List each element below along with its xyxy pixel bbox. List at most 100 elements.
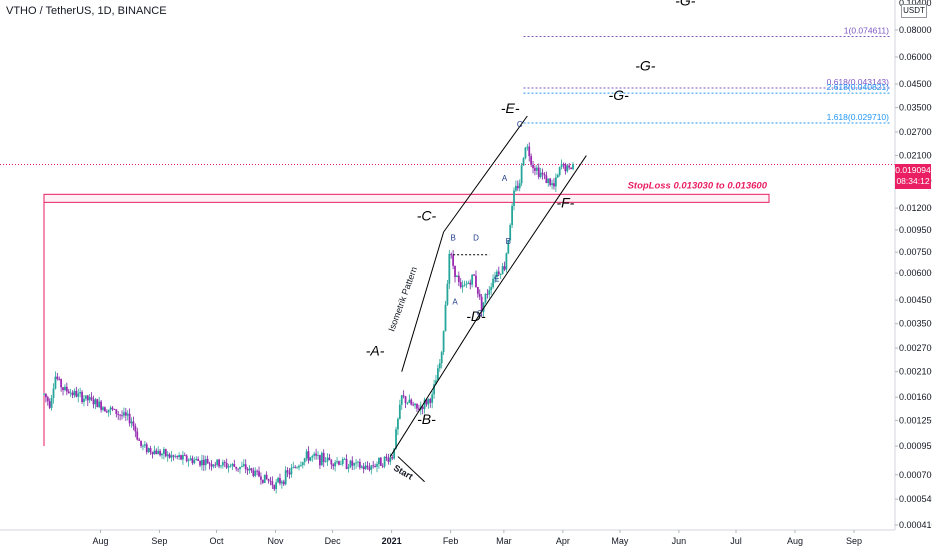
- candle-body: [48, 401, 51, 408]
- candle-body: [98, 401, 101, 408]
- candle-body: [157, 450, 160, 455]
- candle-body: [202, 459, 205, 466]
- candle-body: [397, 418, 399, 430]
- candle-body: [244, 464, 247, 470]
- candle-body: [532, 164, 534, 169]
- sub-label: A: [502, 174, 508, 183]
- candle-body: [429, 399, 432, 403]
- candle-body: [147, 448, 150, 453]
- time-tick-label: Dec: [325, 536, 342, 546]
- candle-body: [463, 284, 466, 286]
- candle-body: [448, 253, 451, 284]
- candle-body: [406, 402, 409, 404]
- candle-body: [123, 412, 125, 416]
- candle-body: [524, 147, 527, 159]
- wave-label: -C-: [417, 208, 437, 224]
- candle-body: [457, 275, 460, 283]
- candle-body: [503, 266, 506, 270]
- symbol-title: VTHO / TetherUS, 1D, BINANCE: [6, 5, 167, 17]
- candle-body: [423, 399, 426, 409]
- candle-body: [86, 395, 89, 401]
- candle-body: [201, 459, 203, 466]
- candle-body: [178, 455, 181, 458]
- candle-body: [269, 480, 272, 482]
- candle-body: [60, 379, 63, 388]
- wave-label: -G-: [635, 57, 656, 73]
- candle-body: [511, 205, 514, 226]
- candle-body: [240, 465, 243, 467]
- candle-body: [284, 470, 287, 485]
- time-tick-label: Sep: [151, 536, 167, 546]
- candle-body: [170, 455, 173, 458]
- candle-body: [328, 457, 331, 460]
- candle-body: [393, 448, 396, 459]
- candle-body: [383, 456, 386, 467]
- candle-body: [115, 409, 118, 415]
- candle-body: [553, 183, 555, 187]
- time-tick-label: Jun: [672, 536, 687, 546]
- candle-body: [168, 454, 171, 458]
- candle-body: [62, 387, 64, 391]
- candle-body: [440, 352, 443, 364]
- channel-upper-2: [443, 115, 528, 233]
- channel-upper-1: [401, 231, 445, 372]
- sub-label: B: [450, 233, 455, 242]
- candle-body: [330, 459, 333, 465]
- candle-body: [75, 390, 78, 397]
- candle-body: [286, 470, 289, 473]
- candle-body: [347, 467, 350, 469]
- candle-body: [336, 461, 338, 463]
- candle-body: [124, 412, 127, 416]
- candle-body: [159, 450, 161, 456]
- axis-unit[interactable]: USDT: [901, 4, 927, 18]
- candle-body: [412, 404, 415, 406]
- candle-body: [456, 275, 458, 278]
- candle-body: [218, 459, 220, 467]
- candle-body: [140, 440, 142, 446]
- candle-body: [528, 146, 531, 157]
- wave-label: -B-: [417, 411, 436, 427]
- candle-body: [296, 467, 298, 469]
- candle-body: [84, 395, 87, 399]
- candle-body: [172, 455, 175, 457]
- candle-body: [332, 464, 335, 467]
- candle-body: [166, 454, 169, 457]
- candle-body: [235, 466, 238, 469]
- candle-body: [294, 467, 297, 468]
- candle-body: [103, 407, 106, 412]
- candle-body: [73, 390, 76, 396]
- stop-loss-label: StopLoss 0.013030 to 0.013600: [628, 180, 768, 191]
- candle-body: [288, 472, 291, 475]
- candle-body: [478, 293, 481, 297]
- candle-body: [450, 253, 453, 256]
- candle-body: [482, 302, 485, 312]
- candle-body: [56, 376, 59, 379]
- candle-body: [438, 363, 441, 369]
- candle-body: [138, 439, 141, 441]
- candle-body: [539, 172, 542, 177]
- candle-body: [143, 444, 146, 446]
- candle-body: [319, 455, 321, 466]
- time-tick-label: Nov: [268, 536, 285, 546]
- candle-body: [204, 459, 207, 466]
- candle-body: [256, 470, 259, 472]
- candle-body: [520, 165, 523, 184]
- candle-body: [149, 448, 152, 452]
- candle-body: [410, 399, 413, 405]
- candle-body: [560, 164, 563, 168]
- sub-label: D: [473, 233, 479, 242]
- candle-body: [197, 458, 200, 461]
- sub-label: B: [506, 237, 511, 246]
- candle-body: [220, 465, 222, 467]
- candle-body: [282, 481, 285, 485]
- candle-body: [252, 470, 255, 476]
- candle-body: [364, 465, 367, 470]
- candle-body: [290, 467, 293, 475]
